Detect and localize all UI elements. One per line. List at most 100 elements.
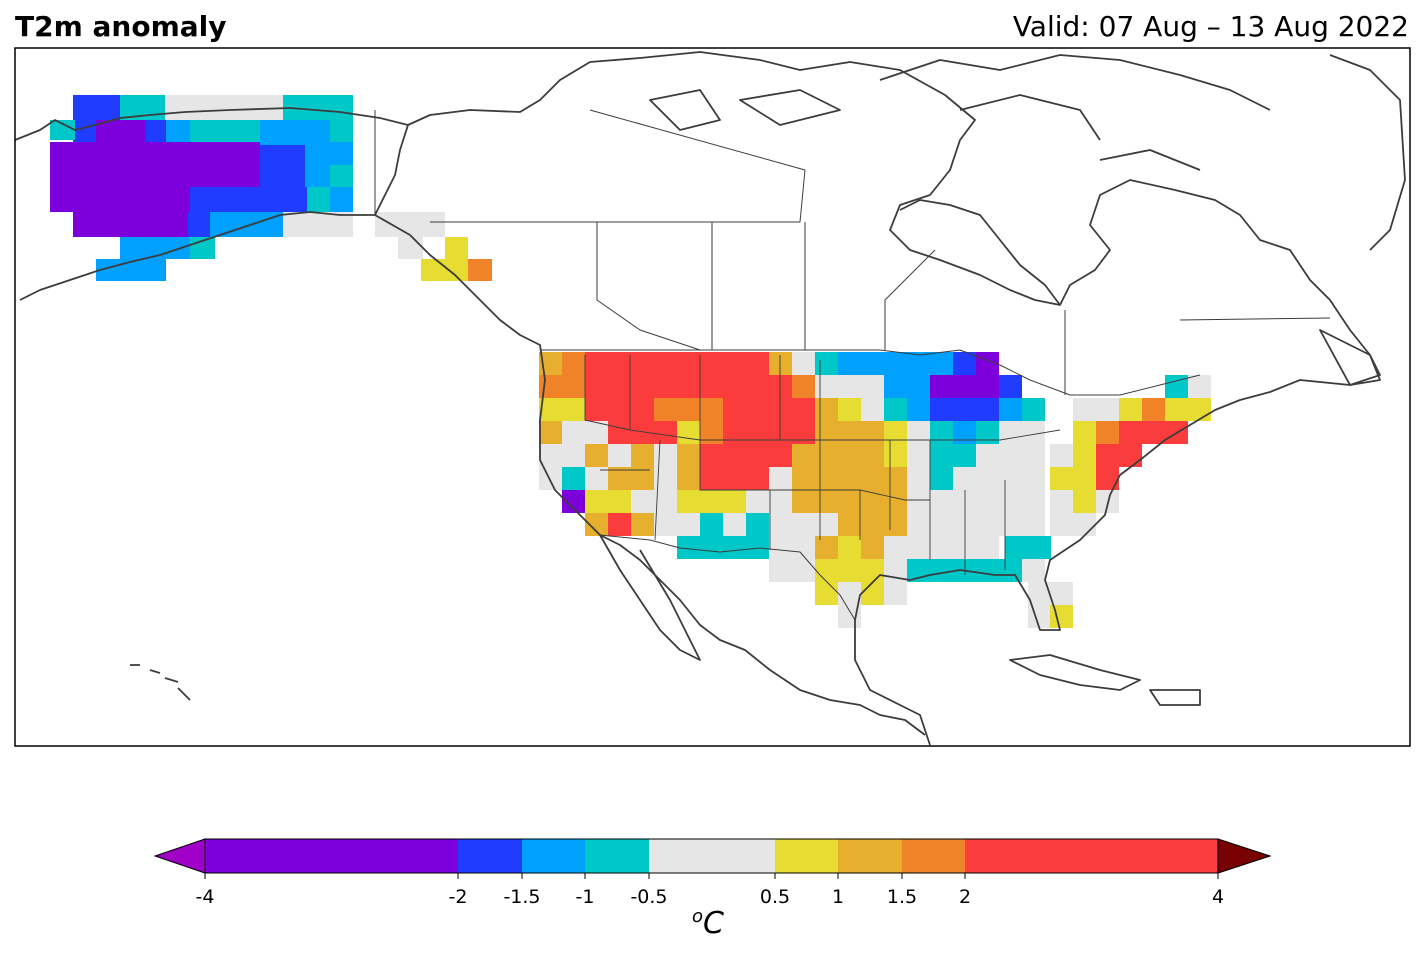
anomaly-cell bbox=[330, 120, 353, 145]
anomaly-cell bbox=[445, 237, 468, 259]
anomaly-cell bbox=[631, 467, 654, 490]
anomaly-cell bbox=[654, 398, 677, 421]
anomaly-cell bbox=[999, 444, 1022, 467]
anomaly-cell bbox=[677, 490, 700, 513]
colorbar-unit: oC bbox=[692, 906, 724, 941]
anomaly-cell bbox=[1119, 421, 1142, 444]
anomaly-cell bbox=[260, 120, 330, 145]
anomaly-cell bbox=[700, 490, 723, 513]
anomaly-cell bbox=[608, 398, 631, 421]
anomaly-cell bbox=[723, 352, 746, 375]
colorbar-tick-label: -4 bbox=[196, 886, 215, 908]
hudson-bay bbox=[899, 199, 1061, 306]
anomaly-cell bbox=[953, 490, 976, 513]
anomaly-cell bbox=[1119, 398, 1142, 421]
anomaly-cell bbox=[861, 375, 884, 398]
anomaly-cell bbox=[907, 398, 930, 421]
anomaly-cell bbox=[1119, 444, 1142, 467]
anomaly-cell bbox=[1096, 467, 1119, 490]
anomaly-cell bbox=[838, 375, 861, 398]
anomaly-cell bbox=[585, 421, 608, 444]
anomaly-cell bbox=[50, 187, 190, 212]
anomaly-cell bbox=[677, 536, 700, 559]
anomaly-cell bbox=[120, 237, 190, 259]
anomaly-cell bbox=[654, 513, 677, 536]
anomaly-cell bbox=[976, 536, 999, 559]
colorbar-tick-label: -1 bbox=[576, 886, 595, 908]
colorbar-over-arrow bbox=[1217, 838, 1272, 874]
anomaly-cell bbox=[838, 559, 861, 582]
anomaly-cell bbox=[884, 421, 907, 444]
us-states bbox=[584, 355, 1061, 575]
anomaly-cell bbox=[815, 352, 838, 375]
valid-period: Valid: 07 Aug – 13 Aug 2022 bbox=[1012, 10, 1409, 43]
colorbar-tick-label: -2 bbox=[449, 886, 468, 908]
anomaly-cell bbox=[838, 513, 861, 536]
anomaly-cell bbox=[654, 375, 677, 398]
anomaly-cell bbox=[769, 513, 792, 536]
anomaly-cell bbox=[1073, 444, 1096, 467]
anomaly-cell bbox=[792, 421, 815, 444]
newfoundland bbox=[1319, 329, 1381, 386]
anomaly-cell bbox=[190, 120, 260, 145]
anomaly-cell bbox=[700, 398, 723, 421]
anomaly-cell bbox=[930, 559, 953, 582]
anomaly-cell bbox=[539, 421, 562, 444]
anomaly-cell bbox=[746, 467, 769, 490]
anomaly-cell bbox=[330, 187, 353, 212]
anomaly-cell bbox=[654, 352, 677, 375]
border-us-mexico bbox=[599, 534, 856, 621]
anomaly-cell bbox=[769, 421, 792, 444]
anomaly-cell bbox=[861, 467, 884, 490]
anomaly-cell bbox=[907, 421, 930, 444]
anomaly-cell bbox=[212, 187, 257, 212]
anomaly-cell bbox=[769, 398, 792, 421]
colorbar-segment bbox=[522, 839, 585, 873]
anomaly-cell bbox=[953, 444, 976, 467]
map-frame bbox=[14, 47, 1411, 747]
anomaly-cell bbox=[838, 421, 861, 444]
anomaly-cell bbox=[608, 513, 631, 536]
anomaly-cell bbox=[838, 490, 861, 513]
anomaly-cell bbox=[769, 490, 792, 513]
anomaly-cell bbox=[677, 467, 700, 490]
colorbar-segment bbox=[649, 839, 775, 873]
canada-provinces bbox=[430, 109, 1331, 395]
anomaly-cell bbox=[307, 187, 332, 212]
anomaly-cell bbox=[792, 536, 815, 559]
anomaly-cell bbox=[1022, 421, 1045, 444]
anomaly-cell bbox=[700, 444, 723, 467]
anomaly-cell bbox=[723, 444, 746, 467]
anomaly-cell bbox=[884, 398, 907, 421]
anomaly-cell bbox=[631, 352, 654, 375]
anomaly-cell bbox=[976, 375, 999, 398]
anomaly-cell bbox=[631, 490, 654, 513]
anomaly-cell bbox=[815, 375, 838, 398]
anomaly-cell bbox=[677, 352, 700, 375]
colorbar-ticks: -4 -2 -1.5 -1 -0.5 0.5 1 1.5 2 4 bbox=[196, 873, 1224, 908]
anomaly-cell bbox=[953, 352, 976, 375]
anomaly-cell bbox=[1050, 490, 1073, 513]
anomaly-cell bbox=[1050, 444, 1073, 467]
anomaly-cells bbox=[50, 95, 1211, 628]
anomaly-cell bbox=[468, 259, 492, 281]
anomaly-cell bbox=[631, 421, 654, 444]
anomaly-cell bbox=[700, 467, 723, 490]
anomaly-cell bbox=[746, 513, 769, 536]
anomaly-cell bbox=[769, 444, 792, 467]
anomaly-cell bbox=[723, 513, 746, 536]
anomaly-cell bbox=[562, 398, 585, 421]
anomaly-cell bbox=[953, 421, 976, 444]
anomaly-cell bbox=[1022, 490, 1045, 513]
anomaly-cell bbox=[953, 398, 976, 421]
anomaly-cell bbox=[330, 165, 353, 188]
anomaly-cell bbox=[562, 352, 585, 375]
anomaly-cell bbox=[1028, 582, 1051, 605]
anomaly-cell bbox=[907, 490, 930, 513]
coastline-baja bbox=[599, 534, 701, 661]
anomaly-cell bbox=[861, 513, 884, 536]
anomaly-cell bbox=[539, 398, 562, 421]
anomaly-cell bbox=[769, 352, 792, 375]
anomaly-cell bbox=[73, 212, 188, 237]
